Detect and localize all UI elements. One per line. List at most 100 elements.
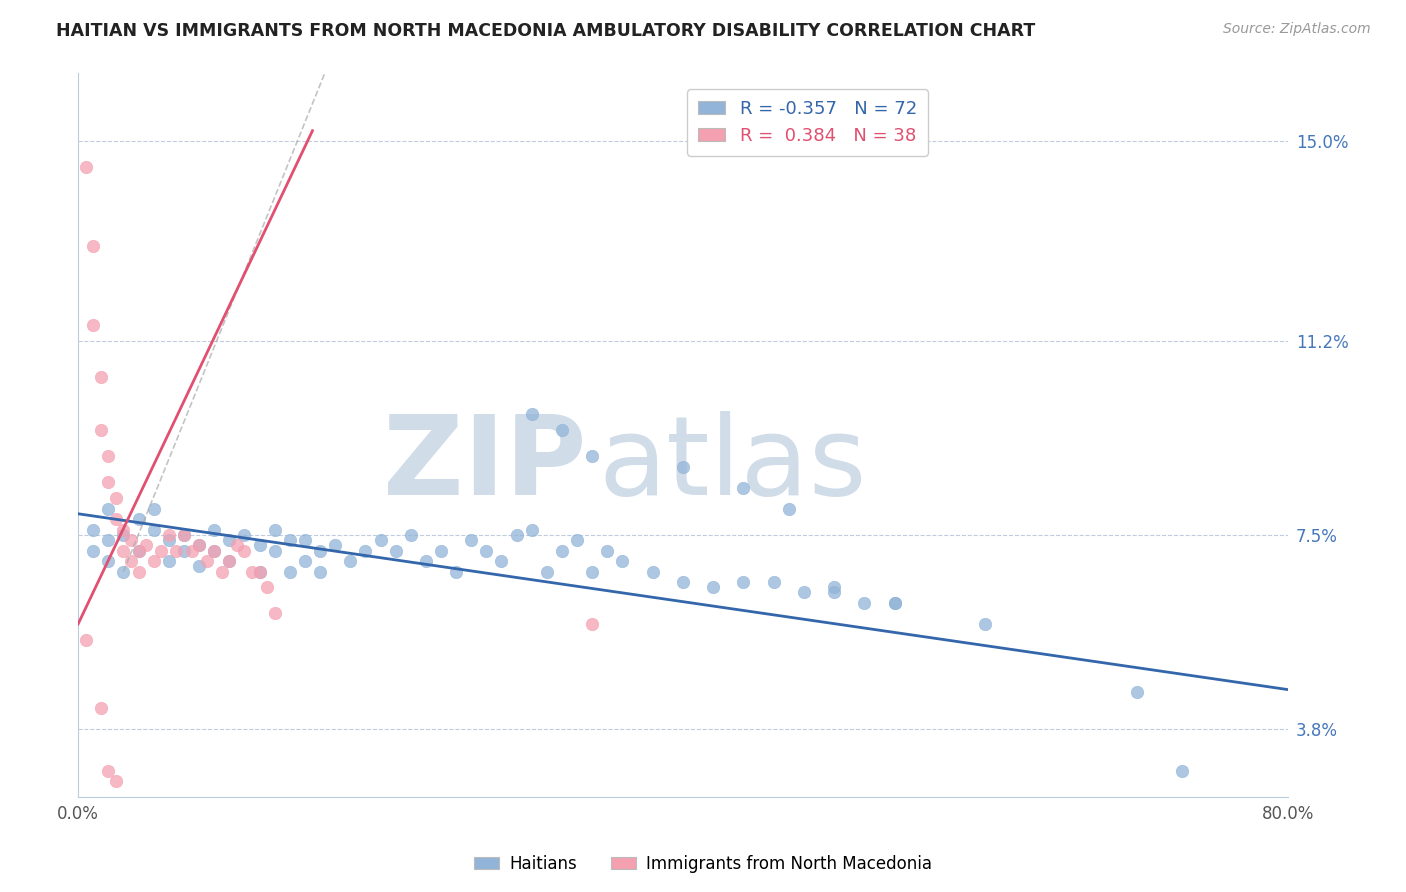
Point (75, 632, 97, 647)
Point (218, 554, 240, 568)
Point (211, 565, 233, 579)
Point (240, 565, 263, 579)
Point (399, 528, 422, 542)
Point (173, 528, 195, 542)
Point (82, 523, 104, 537)
Text: atlas: atlas (599, 410, 866, 517)
Point (173, 528, 195, 542)
Point (415, 554, 437, 568)
Point (263, 523, 285, 537)
Point (444, 565, 467, 579)
Point (150, 543, 173, 558)
Point (202, 543, 225, 558)
Point (1125, 685, 1147, 699)
Point (733, 481, 755, 495)
Point (195, 554, 218, 568)
Point (82, 239, 104, 253)
Point (309, 543, 332, 558)
Point (294, 533, 316, 547)
Point (135, 538, 157, 552)
Point (202, 543, 225, 558)
Legend: Haitians, Immigrants from North Macedonia: Haitians, Immigrants from North Macedoni… (468, 848, 938, 880)
Point (520, 407, 543, 421)
Point (491, 554, 513, 568)
Point (233, 528, 256, 542)
Legend: R = -0.357   N = 72, R =  0.384   N = 38: R = -0.357 N = 72, R = 0.384 N = 38 (688, 89, 928, 156)
Point (278, 565, 301, 579)
Point (142, 501, 165, 516)
Point (762, 574, 785, 589)
Point (97, 475, 120, 490)
Text: HAITIAN VS IMMIGRANTS FROM NORTH MACEDONIA AMBULATORY DISABILITY CORRELATION CHA: HAITIAN VS IMMIGRANTS FROM NORTH MACEDON… (56, 22, 1035, 40)
Point (202, 523, 225, 537)
Point (384, 543, 406, 558)
Point (581, 565, 603, 579)
Point (294, 554, 316, 568)
Point (581, 617, 603, 632)
Point (672, 459, 695, 474)
Point (339, 554, 361, 568)
Point (112, 528, 135, 542)
Point (565, 533, 588, 547)
Point (793, 585, 815, 599)
Point (256, 580, 278, 594)
Point (157, 554, 180, 568)
Point (823, 585, 845, 599)
Point (612, 554, 634, 568)
Point (702, 580, 724, 594)
Point (90, 701, 112, 715)
Point (309, 565, 332, 579)
Point (104, 774, 127, 789)
Point (112, 523, 135, 537)
Point (128, 565, 150, 579)
Point (520, 523, 543, 537)
Point (173, 543, 195, 558)
Point (188, 538, 211, 552)
Point (97, 449, 120, 463)
Point (1171, 764, 1194, 778)
Point (823, 580, 845, 594)
Point (218, 554, 240, 568)
Point (97, 764, 120, 778)
Point (90, 423, 112, 437)
Point (263, 543, 285, 558)
Point (778, 501, 800, 516)
Point (536, 565, 558, 579)
Point (551, 543, 574, 558)
Point (225, 538, 247, 552)
Point (883, 596, 905, 610)
Point (853, 596, 876, 610)
Point (157, 528, 180, 542)
Point (354, 543, 377, 558)
Point (90, 370, 112, 384)
Point (249, 565, 271, 579)
Point (104, 512, 127, 526)
Point (128, 543, 150, 558)
Point (263, 607, 285, 621)
Point (430, 543, 453, 558)
Point (249, 565, 271, 579)
Point (672, 574, 695, 589)
Point (112, 543, 135, 558)
Point (278, 533, 301, 547)
Point (120, 554, 142, 568)
Point (188, 538, 211, 552)
Point (323, 538, 346, 552)
Point (97, 501, 120, 516)
Point (180, 543, 202, 558)
Point (128, 543, 150, 558)
Point (75, 161, 97, 175)
Point (157, 533, 180, 547)
Point (596, 543, 619, 558)
Point (475, 543, 498, 558)
Point (188, 559, 211, 574)
Point (82, 318, 104, 332)
Point (974, 617, 997, 632)
Point (233, 543, 256, 558)
Point (128, 512, 150, 526)
Point (97, 533, 120, 547)
Point (97, 554, 120, 568)
Point (505, 528, 527, 542)
Point (218, 533, 240, 547)
Point (165, 543, 187, 558)
